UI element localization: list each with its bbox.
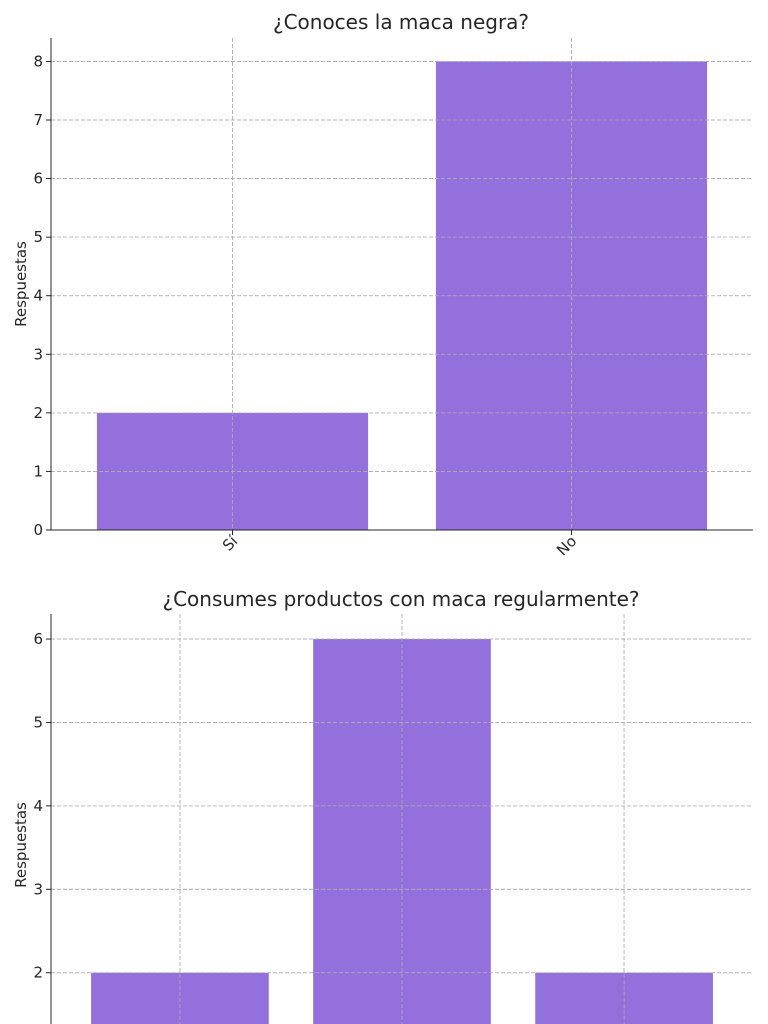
y-tick-label: 3 — [33, 880, 43, 898]
chart-title: ¿Consumes productos con maca regularment… — [162, 587, 639, 611]
chart-consumes-productos-maca: ¿Consumes productos con maca regularment… — [12, 587, 753, 1024]
y-tick-label: 2 — [33, 404, 43, 422]
y-tick-label: 5 — [33, 713, 43, 731]
y-tick-label: 7 — [33, 111, 43, 129]
y-ticks: 0 1 2 3 4 5 6 7 8 — [33, 52, 51, 539]
y-tick-label: 0 — [33, 521, 43, 539]
y-tick-label: 2 — [33, 964, 43, 982]
chart-conoces-maca-negra: ¿Conoces la maca negra? Respuestas 0 1 2 3 4… — [12, 10, 753, 559]
y-tick-label: 3 — [33, 345, 43, 363]
y-tick-label: 8 — [33, 52, 43, 70]
y-tick-label: 4 — [33, 287, 43, 305]
bars — [51, 38, 753, 531]
chart-title: ¿Conoces la maca negra? — [273, 10, 529, 34]
bars — [51, 614, 753, 1024]
x-ticks: Sí No — [219, 530, 580, 559]
y-tick-label: 4 — [33, 797, 43, 815]
x-tick-label: No — [553, 532, 580, 559]
y-axis-label: Respuestas — [12, 241, 30, 327]
bar — [435, 61, 708, 531]
y-axis-label: Respuestas — [12, 802, 30, 888]
y-tick-label: 5 — [33, 228, 43, 246]
y-tick-label: 6 — [33, 630, 43, 648]
y-tick-label: 6 — [33, 170, 43, 188]
y-tick-label: 1 — [33, 462, 43, 480]
x-tick-label: Sí — [219, 532, 242, 555]
